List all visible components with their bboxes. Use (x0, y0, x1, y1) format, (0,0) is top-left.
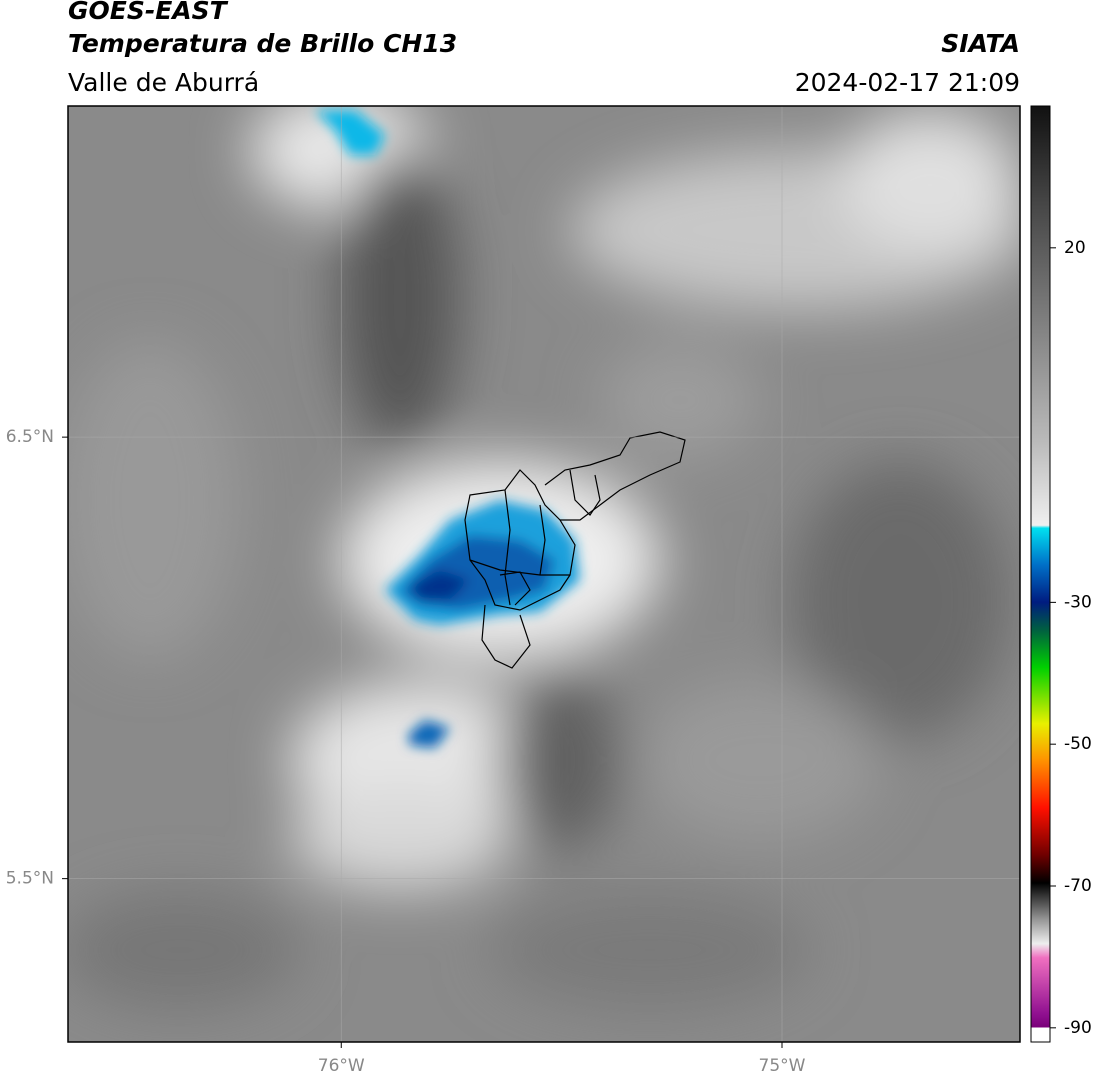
graticule (68, 106, 1020, 1042)
datetime: 2024-02-17 21:09 (795, 68, 1020, 97)
source: SIATA (941, 29, 1020, 58)
colorbar-tick-label: -70 (1064, 876, 1092, 896)
x-tick-label: 76°W (318, 1056, 365, 1076)
x-tick-label: 75°W (759, 1056, 806, 1076)
map-frame (67, 105, 1021, 1043)
subtitle: Temperatura de Brillo CH13 (68, 29, 457, 58)
colorbar (1030, 105, 1051, 1043)
colorbar-tick-label: -90 (1064, 1018, 1092, 1038)
title: GOES-EAST (68, 0, 229, 25)
region: Valle de Aburrá (68, 68, 259, 97)
y-tick-label: 6.5°N (6, 427, 54, 447)
y-tick-label: 5.5°N (6, 869, 54, 889)
municipality-borders (464, 431, 686, 669)
colorbar-tick-label: -30 (1064, 592, 1092, 612)
colorbar-tick-label: 20 (1064, 238, 1086, 258)
satellite-image (68, 106, 1020, 1042)
colorbar-tick-label: -50 (1064, 734, 1092, 754)
